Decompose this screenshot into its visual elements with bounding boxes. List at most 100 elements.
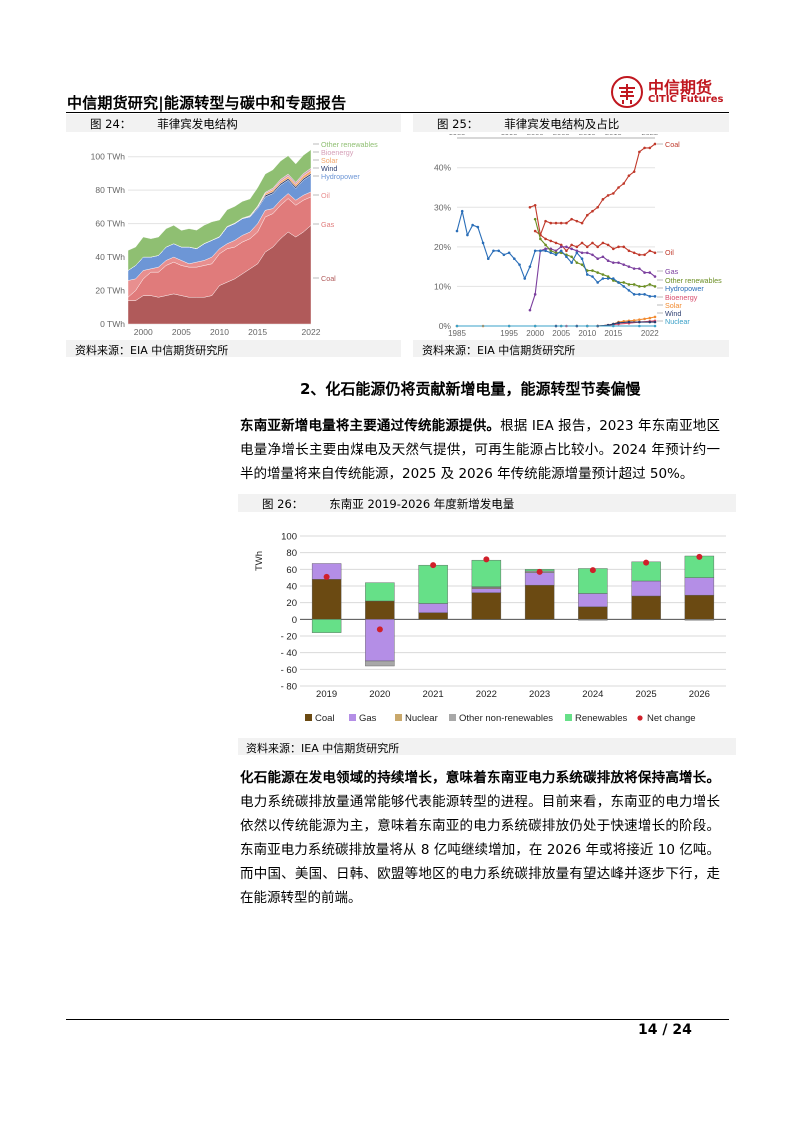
fig25-title-bar (413, 114, 729, 132)
fig25-point-oil (565, 249, 568, 253)
fig25-legend-solar: Solar (665, 301, 682, 310)
fig25-point-gas (617, 261, 620, 264)
fig25-point-gas (559, 245, 563, 249)
fig25-source: 资料来源：EIA 中信期货研究所 (422, 344, 576, 357)
fig25-y-tick: 20% (434, 242, 451, 252)
fig24-source: 资料来源：EIA 中信期货研究所 (75, 344, 229, 357)
fig25-point-solar (648, 316, 652, 320)
fig26-legend-renewables: Renewables (575, 713, 628, 724)
fig25-point-other-renewables (632, 283, 636, 286)
fig25-point-hydropower (533, 249, 537, 253)
fig25-point-hydropower (617, 281, 620, 284)
fig25-point-hydropower (627, 289, 631, 292)
fig25-point-gas (528, 308, 532, 312)
fig25-point-oil (549, 239, 553, 243)
fig25-x-tick-top: 2005 (553, 134, 570, 137)
fig25-number: 图 25： (437, 117, 479, 131)
fig25-point-hydropower (513, 257, 516, 261)
fig25-line-other-renewables (534, 219, 656, 287)
fig26-y-tick: 0 (292, 615, 297, 626)
fig25-point-coal (559, 221, 563, 225)
fig25-point-other-renewables (638, 285, 641, 288)
fig25-point-hydropower (518, 263, 521, 266)
fig26-bar-gas (365, 619, 395, 662)
fig25-point-hydropower (554, 253, 558, 257)
fig25-x-tick-top: 2000 (527, 134, 544, 137)
fig25-point-oil (627, 249, 631, 253)
fig26-title: 东南亚 2019-2026 年度新增发电量 (329, 497, 515, 511)
fig24-number: 图 24： (90, 117, 132, 131)
fig25-point-oil (632, 251, 636, 255)
fig26-net-change-dot (323, 573, 330, 580)
fig25-y-tick: 40% (434, 163, 451, 173)
fig25-x-tick: 2022 (641, 329, 659, 338)
header-rule (66, 112, 729, 113)
fig25-point-hydropower (539, 249, 542, 253)
fig26-title-bar (238, 494, 736, 512)
fig25-point-hydropower (486, 257, 490, 261)
fig26-y-tick: 80 (286, 548, 297, 559)
fig25-point-oil (617, 245, 620, 249)
fig25-legend-coal: Coal (665, 140, 680, 149)
fig26-bar-coal (311, 579, 342, 620)
fig25-title: 菲律宾发电结构及占比 (504, 117, 620, 131)
fig24-legend-gas: Gas (321, 220, 335, 229)
fig25-point-oil (622, 245, 626, 249)
fig25-point-hydropower (638, 293, 641, 296)
fig26-x-tick: 2022 (476, 689, 497, 700)
fig25-point-other-renewables (539, 237, 542, 241)
fig25-caption: 图 25： 菲律宾发电结构及占比 (437, 116, 619, 132)
fig25-line-solar (457, 316, 656, 327)
paragraph-2: 化石能源在发电领域的持续增长，意味着东南亚电力系统碳排放将保持高增长。电力系统碳… (240, 766, 720, 910)
fig25-point-hydropower (648, 295, 652, 298)
fig25-point-hydropower (596, 281, 599, 284)
fig26-net-change-dot (643, 559, 650, 566)
fig25-point-hydropower (466, 233, 469, 237)
fig25-point-hydropower (612, 277, 615, 280)
fig25-point-other-renewables (627, 283, 631, 286)
fig25-legend-bioenergy: Bioenergy (665, 293, 698, 302)
fig26-y-tick: 20 (286, 598, 297, 609)
fig25-point-hydropower (523, 277, 527, 280)
fig25-point-gas (638, 267, 641, 270)
fig25-point-gas (632, 267, 636, 270)
fig25-point-coal (606, 194, 610, 197)
fig25-point-oil (648, 249, 652, 253)
fig24-x-tick: 2022 (302, 327, 321, 337)
fig25-point-oil (544, 237, 547, 241)
fig24-y-tick: 60 TWh (95, 219, 125, 229)
fig24-y-tick: 20 TWh (95, 286, 125, 296)
fig24-legend-oil: Oil (321, 191, 330, 200)
fig25-point-gas (627, 265, 631, 268)
fig25-chart: 0% 10% 20% 30% 40% 1985 1995 2000 2005 2010 2015 20… (434, 134, 722, 338)
fig24-title-bar (66, 114, 401, 132)
fig25-point-wind (617, 321, 620, 325)
fig26-y-tick: 60 (286, 565, 297, 576)
fig25-legend-oil: Oil (665, 248, 674, 257)
fig24-x-tick: 2010 (210, 327, 229, 337)
fig25-point-other-renewables (596, 271, 599, 274)
fig26-bar-other-non-renewables (578, 619, 608, 621)
fig26-bar-coal (524, 584, 555, 620)
company-logo: 中信期货 CITIC Futures (610, 74, 730, 110)
fig25-point-hydropower (507, 251, 511, 255)
fig26-legend-coal: Coal (315, 713, 335, 724)
fig25-point-wind (627, 320, 631, 324)
fig25-point-gas (544, 247, 547, 251)
fig25-point-oil (585, 245, 589, 249)
fig25-point-solar (638, 318, 641, 321)
fig25-point-hydropower (606, 277, 610, 280)
fig25-point-wind (653, 320, 657, 324)
fig24-legend-hydropower: Hydropower (321, 172, 360, 181)
fig24-legend-solar: Solar (321, 156, 338, 165)
paragraph-1-lead: 东南亚新增电量将主要通过传统能源提供。 (240, 418, 501, 434)
fig24-y-tick: 40 TWh (95, 252, 125, 262)
fig26-net-change-dot (376, 626, 383, 633)
fig25-legend-hydropower: Hydropower (665, 284, 704, 293)
fig25-point-gas (533, 293, 537, 296)
fig25-point-gas (653, 275, 657, 278)
fig25-point-gas (554, 249, 558, 253)
fig26-bar-coal (471, 592, 502, 620)
fig25-point-other-renewables (648, 283, 652, 286)
fig26-legend-marker-gas (349, 714, 356, 721)
